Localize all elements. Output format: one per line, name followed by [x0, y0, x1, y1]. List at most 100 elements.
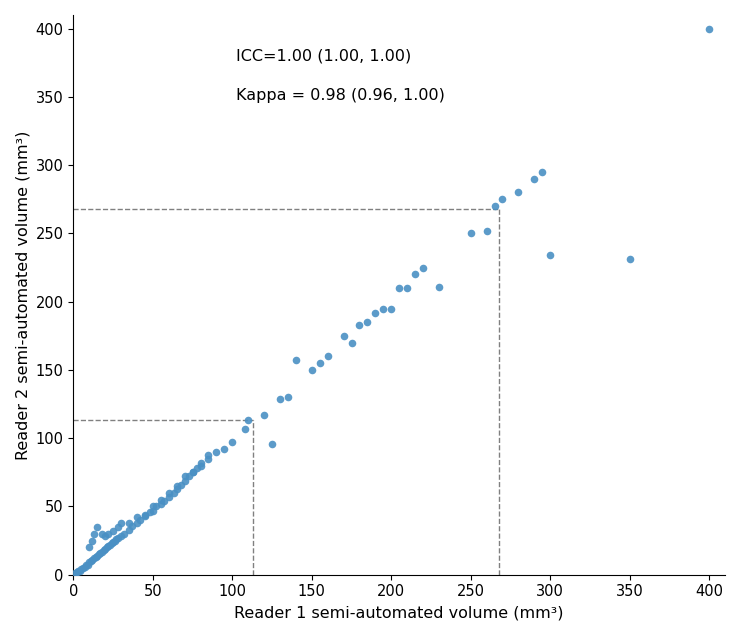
Point	[102, 541, 114, 551]
Point	[99, 544, 111, 554]
Point	[192, 463, 204, 473]
Point	[536, 167, 548, 177]
Point	[131, 518, 143, 528]
Point	[112, 533, 124, 543]
Point	[115, 531, 127, 542]
Point	[98, 545, 110, 555]
Point	[106, 538, 118, 549]
Point	[87, 535, 98, 545]
Point	[465, 229, 477, 239]
Point	[84, 542, 95, 552]
Point	[147, 502, 159, 512]
Point	[409, 269, 421, 279]
Point	[139, 509, 151, 519]
Point	[369, 307, 381, 318]
X-axis label: Reader 1 semi-automated volume (mm³): Reader 1 semi-automated volume (mm³)	[235, 605, 564, 620]
Point	[163, 488, 175, 498]
Point	[115, 518, 127, 528]
Point	[69, 568, 81, 578]
Point	[258, 410, 270, 420]
Point	[171, 484, 183, 494]
Point	[87, 554, 98, 565]
Point	[290, 356, 302, 366]
Point	[155, 495, 166, 505]
Point	[147, 505, 159, 516]
Y-axis label: Reader 2 semi-automated volume (mm³): Reader 2 semi-automated volume (mm³)	[15, 130, 30, 460]
Point	[110, 534, 122, 544]
Point	[88, 529, 100, 539]
Point	[179, 471, 191, 481]
Point	[488, 201, 500, 211]
Point	[203, 453, 215, 464]
Point	[82, 560, 94, 570]
Point	[77, 563, 89, 573]
Point	[70, 567, 82, 577]
Point	[84, 558, 95, 568]
Point	[75, 564, 87, 574]
Point	[127, 521, 138, 531]
Point	[150, 502, 162, 512]
Point	[401, 283, 413, 293]
Point	[210, 447, 222, 457]
Point	[417, 262, 429, 272]
Point	[95, 548, 107, 558]
Point	[167, 488, 179, 498]
Point	[123, 518, 135, 528]
Point	[131, 512, 143, 523]
Point	[73, 566, 84, 576]
Point	[123, 525, 135, 535]
Point	[175, 479, 187, 490]
Point	[134, 515, 146, 525]
Point	[96, 529, 108, 539]
Point	[163, 492, 175, 502]
Point	[78, 561, 90, 572]
Point	[144, 507, 155, 517]
Point	[362, 317, 374, 327]
Point	[195, 460, 206, 471]
Point	[184, 471, 195, 481]
Point	[354, 320, 366, 330]
Point	[104, 540, 116, 550]
Point	[346, 338, 357, 348]
Point	[386, 304, 397, 314]
Point	[282, 392, 294, 403]
Point	[93, 549, 105, 559]
Point	[242, 415, 254, 425]
Point	[186, 467, 198, 478]
Point	[513, 187, 525, 197]
Text: Kappa = 0.98 (0.96, 1.00): Kappa = 0.98 (0.96, 1.00)	[236, 88, 445, 103]
Point	[186, 467, 198, 478]
Point	[226, 438, 238, 448]
Point	[322, 351, 334, 361]
Point	[107, 537, 119, 547]
Point	[195, 458, 206, 468]
Point	[481, 225, 493, 236]
Point	[90, 552, 101, 562]
Text: ICC=1.00 (1.00, 1.00): ICC=1.00 (1.00, 1.00)	[236, 49, 411, 64]
Point	[306, 365, 317, 375]
Point	[109, 535, 121, 545]
Point	[433, 281, 445, 291]
Point	[203, 450, 215, 460]
Point	[314, 358, 326, 368]
Point	[139, 511, 151, 521]
Point	[102, 529, 114, 539]
Point	[393, 283, 405, 293]
Point	[497, 194, 508, 204]
Point	[88, 553, 100, 563]
Point	[91, 522, 103, 532]
Point	[171, 481, 183, 491]
Point	[624, 254, 636, 264]
Point	[703, 23, 715, 34]
Point	[337, 331, 349, 341]
Point	[112, 522, 124, 532]
Point	[99, 531, 111, 542]
Point	[239, 424, 251, 434]
Point	[118, 529, 130, 539]
Point	[74, 566, 86, 576]
Point	[101, 542, 112, 552]
Point	[266, 439, 278, 449]
Point	[158, 496, 170, 506]
Point	[96, 547, 108, 557]
Point	[544, 250, 556, 260]
